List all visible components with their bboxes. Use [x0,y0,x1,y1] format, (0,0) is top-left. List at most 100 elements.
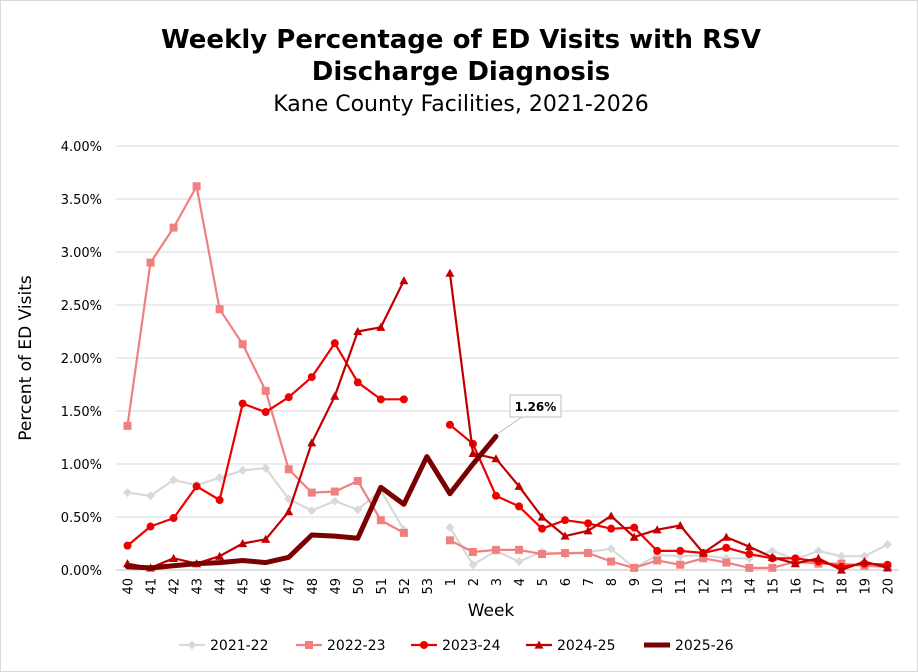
data-point [399,528,408,537]
series-line [126,185,405,535]
data-point [653,556,662,565]
data-point [330,487,339,496]
data-point [676,560,685,569]
x-tick-label: 53 [421,578,436,595]
y-tick-label: 0.00% [61,564,102,579]
data-point [538,550,547,559]
x-tick-label: 40 [122,578,137,595]
data-point [514,481,524,490]
data-point [791,554,800,563]
x-tick-label: 7 [582,578,597,586]
legend-item: 2023-24 [411,638,501,654]
data-point [330,339,339,348]
data-point [215,305,224,314]
data-point [376,322,386,331]
x-tick-label: 42 [168,578,183,595]
data-point [284,465,293,474]
data-point [376,516,385,525]
series-2024-25 [123,268,892,574]
series-layer [123,182,892,574]
x-tick-label: 13 [720,578,735,595]
data-point [836,551,846,561]
x-tick-label: 17 [812,578,827,595]
data-point [859,557,869,566]
data-point [859,551,869,561]
data-point [445,523,455,533]
data-point [561,549,570,558]
data-point [123,488,133,498]
x-tick-label: 18 [835,578,850,595]
data-point [192,482,201,491]
data-point [353,378,362,387]
x-axis-label: Week [468,601,515,621]
data-point [238,340,247,349]
x-tick-label: 48 [306,578,321,595]
series-2022-23 [123,182,892,572]
y-tick-label: 1.00% [61,458,102,473]
data-point [768,563,777,572]
data-point [376,395,385,404]
data-point [583,526,593,535]
data-point [790,559,800,568]
x-tick-label: 1 [444,578,459,586]
callout-leader [497,416,523,434]
data-point [721,532,731,541]
data-point [420,641,428,649]
x-tick-label: 41 [145,578,160,595]
x-tick-label: 11 [674,578,689,595]
data-point [307,506,317,516]
data-point [284,393,293,402]
y-tick-label: 0.50% [61,511,102,526]
x-tick-label: 49 [329,578,344,595]
data-point [307,373,316,382]
x-tick-label: 20 [881,578,896,595]
x-tick-label: 19 [858,578,873,595]
data-point [514,557,524,567]
series-line [126,342,405,547]
legend-item: 2024-25 [526,638,616,654]
data-point [515,502,524,511]
series-2021-22 [123,463,892,573]
legend-label: 2024-25 [557,638,616,654]
data-point [146,491,156,501]
data-point [561,516,570,525]
data-point [307,488,316,497]
data-point [882,540,892,550]
data-point [468,560,478,570]
data-point [813,553,823,562]
callout-label: 1.26% [515,400,557,414]
data-point [215,551,225,560]
data-point [584,549,593,558]
data-point [767,546,777,556]
data-point [169,553,179,562]
data-point [445,268,455,277]
data-point [538,524,547,533]
x-tick-label: 43 [191,578,206,595]
x-tick-label: 45 [237,578,252,595]
data-point [491,545,500,554]
data-point [468,547,477,556]
y-tick-label: 3.50% [61,193,102,208]
data-point [445,420,454,429]
data-point [238,399,247,408]
x-tick-label: 44 [214,578,229,595]
x-tick-label: 51 [375,578,390,595]
y-tick-label: 3.00% [61,246,102,261]
chart-subtitle: Kane County Facilities, 2021-2026 [273,92,649,117]
data-point [238,539,248,548]
data-point [169,475,179,485]
data-point [745,550,754,559]
data-point [353,327,363,336]
x-tick-label: 3 [490,578,505,586]
data-point [192,182,201,191]
data-point [606,544,616,554]
data-point [353,505,363,515]
data-point [491,454,501,463]
x-tick-label: 10 [651,578,666,595]
data-point [491,491,500,500]
y-tick-label: 4.00% [61,140,102,155]
legend: 2021-22 2022-23 2023-24 2024-25 2025-26 [179,638,734,654]
data-point [146,258,155,267]
data-point [744,542,754,551]
